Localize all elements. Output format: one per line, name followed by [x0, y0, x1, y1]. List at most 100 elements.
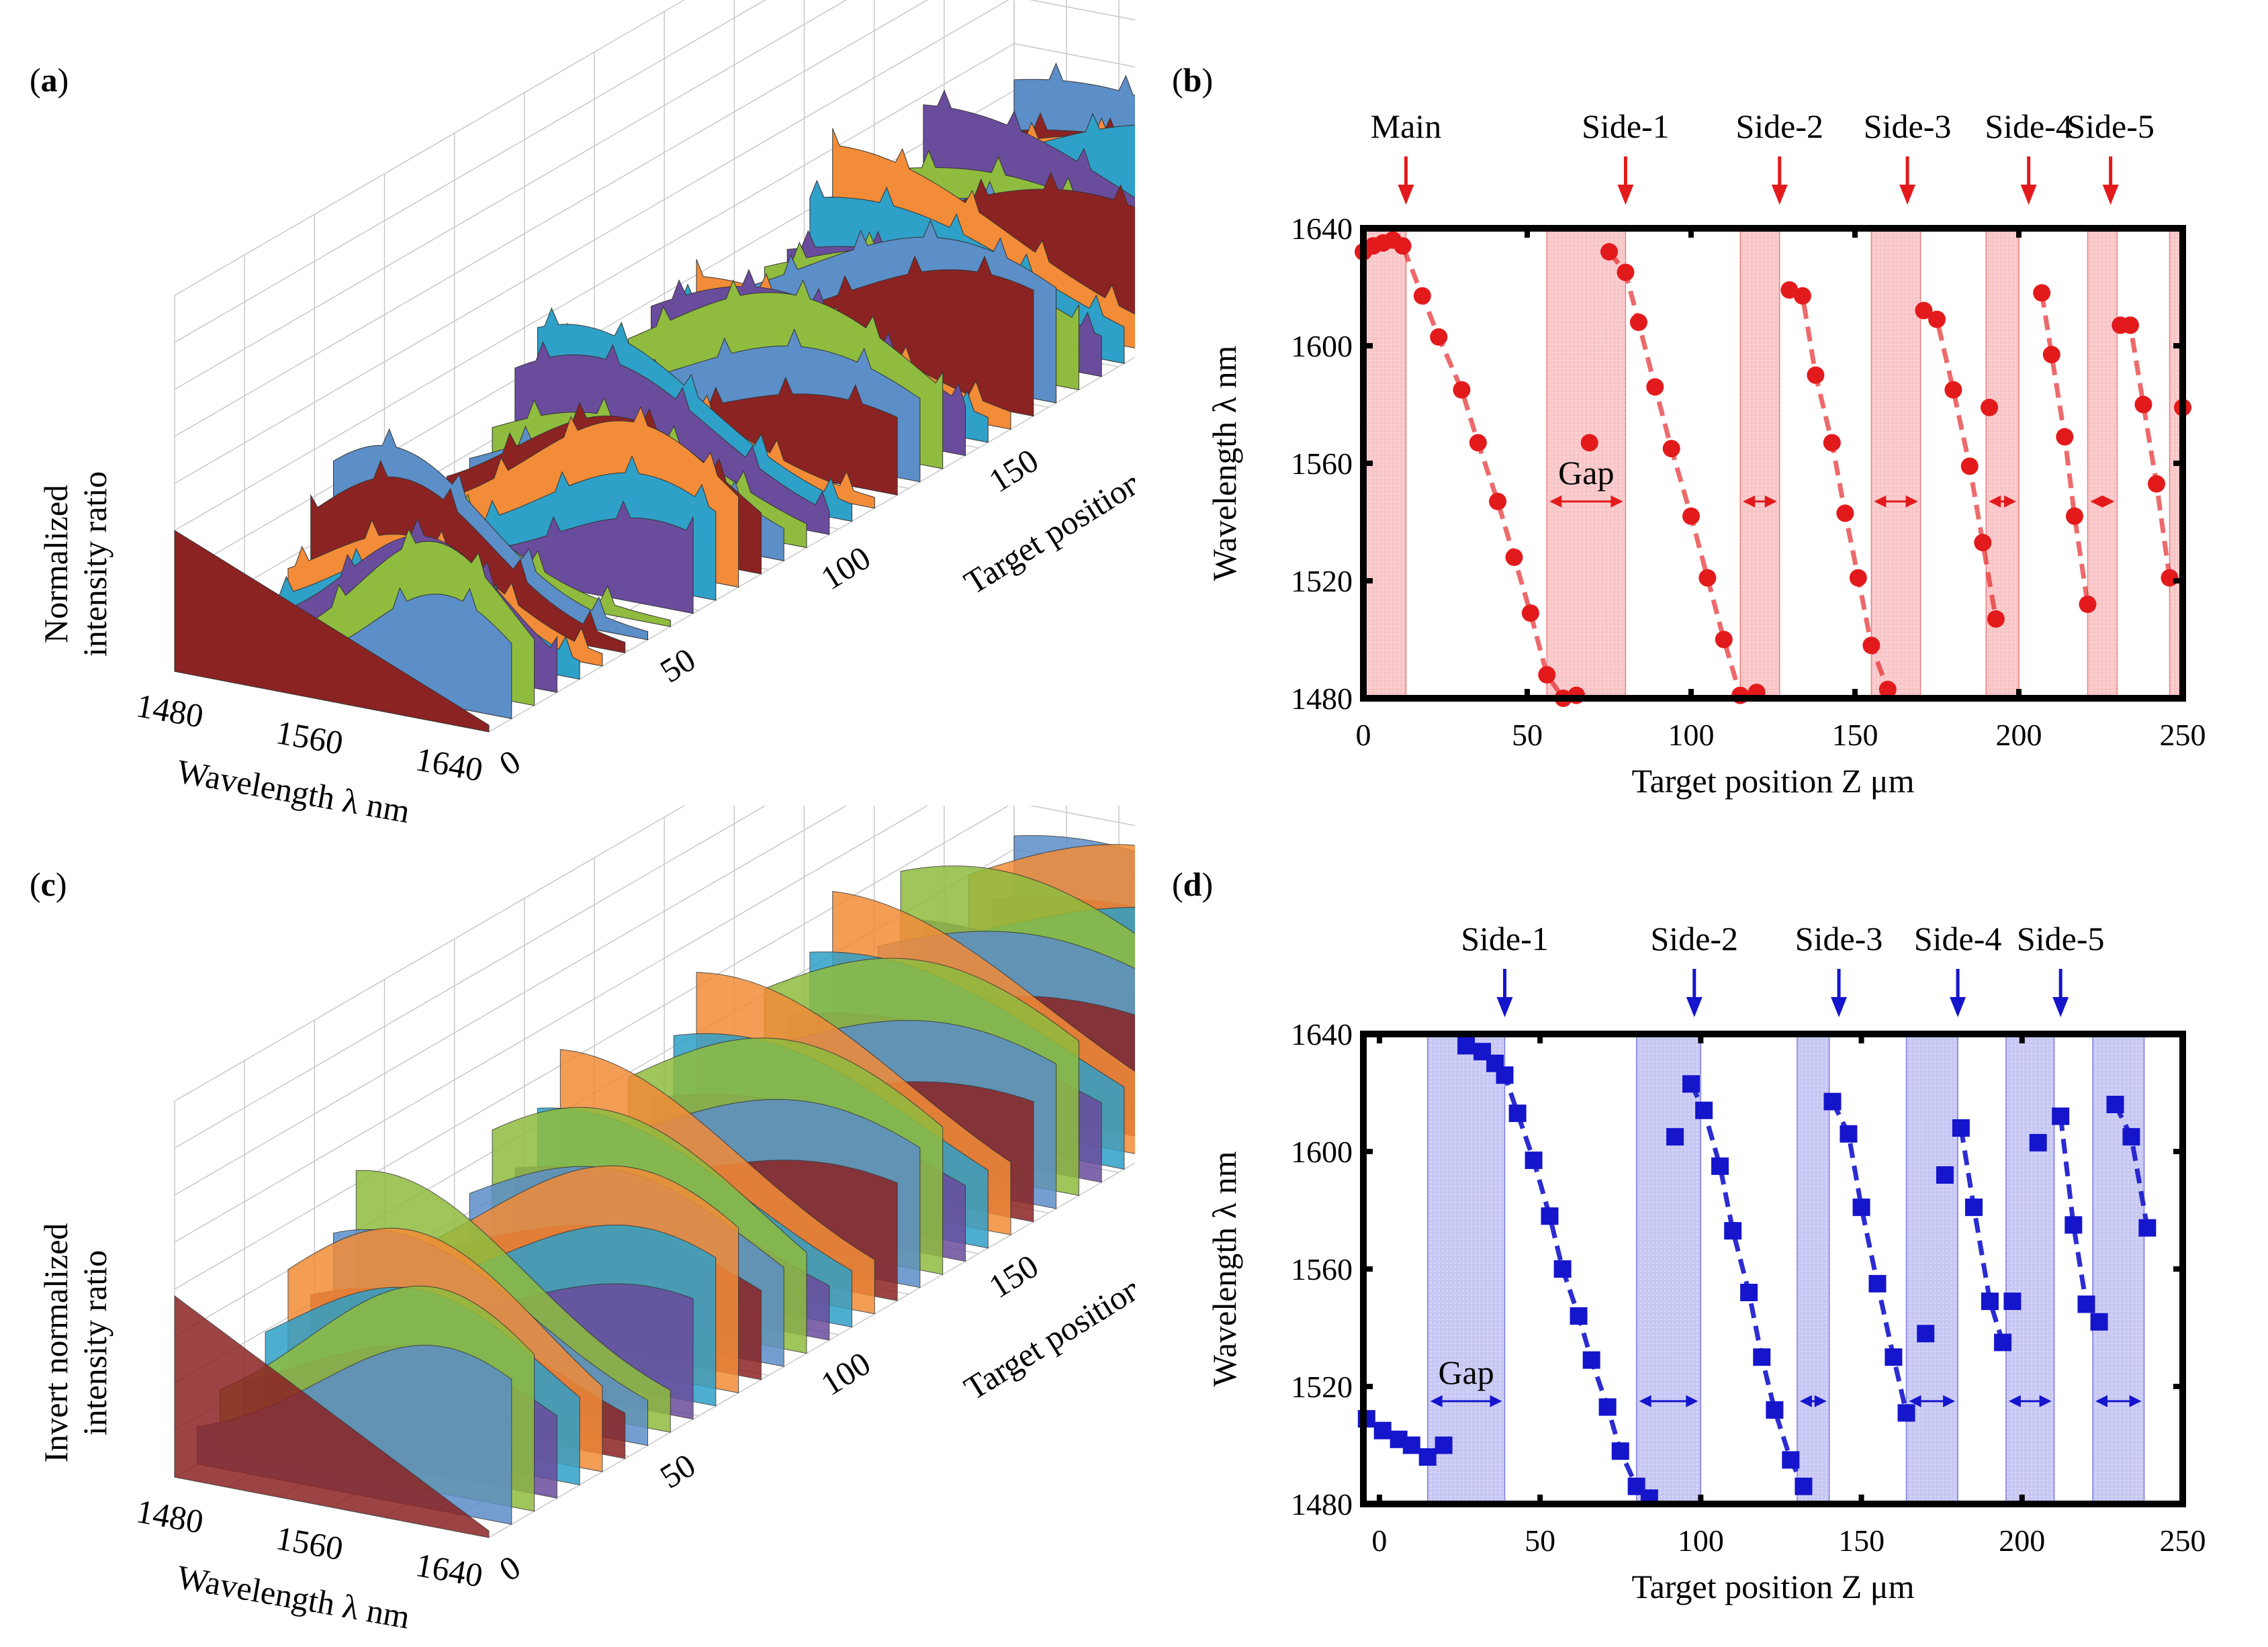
shaded-band: [1427, 1034, 1505, 1504]
shaded-band: [1547, 228, 1626, 698]
data-point: [2106, 1096, 2124, 1113]
wall-grid-line: [1029, 0, 1135, 21]
data-point: [1457, 1037, 1476, 1055]
wall-grid-line: [174, 806, 848, 1196]
data-point: [2052, 1107, 2070, 1125]
arrow-head: [1950, 997, 1966, 1017]
floor-grid-line: [488, 357, 1135, 733]
panel-label-a: (a): [30, 61, 69, 99]
wall-grid-line: [174, 806, 929, 1243]
data-point: [1981, 1292, 1999, 1311]
gap-arrow-head-left: [1549, 495, 1562, 508]
arrow-head: [1899, 185, 1916, 205]
arrow-label-side-1: Side-1: [1582, 107, 1670, 145]
data-point: [1580, 434, 1598, 452]
x-tick-label: 100: [1668, 718, 1715, 752]
z-tick-label: 0: [493, 742, 527, 783]
data-point: [1897, 1404, 1915, 1422]
arrow-head: [2052, 997, 2069, 1017]
arrow-label-side-3: Side-3: [1795, 920, 1883, 957]
data-point: [1862, 637, 1880, 655]
wall-grid-line: [174, 0, 1009, 484]
scatter-chart-d: Gap 0 50 100 150 200 250 1480 1520 1560 1600 1640 Ta…: [1206, 920, 2206, 1605]
data-point: [2056, 428, 2074, 446]
wall-grid-line: [174, 0, 848, 390]
arrow-label-side-1: Side-1: [1461, 920, 1549, 957]
data-point: [1715, 630, 1733, 649]
fit-line-side-5: [2120, 322, 2172, 579]
shaded-band: [2005, 1034, 2054, 1504]
data-point: [2065, 1216, 2083, 1234]
shaded-band: [1871, 228, 1921, 698]
z-tick-label: 100: [814, 1344, 876, 1403]
data-point: [2122, 1128, 2140, 1146]
data-point: [1840, 1125, 1858, 1143]
data-point: [1600, 243, 1618, 261]
gap-arrow-head-right: [2102, 495, 2115, 508]
data-point: [1489, 492, 1507, 510]
y-tick-label: 1560: [1291, 446, 1353, 481]
data-point: [1852, 1198, 1870, 1217]
x-tick-label: 0: [1371, 1523, 1387, 1558]
gap-arrow-head-left: [2095, 1395, 2108, 1407]
y-tick-label: 1480: [1291, 1487, 1353, 1521]
vertical-axis-label: Normalized: [37, 485, 75, 643]
z-axis-label: Target position Z μm: [958, 420, 1135, 602]
z-tick-label: 50: [653, 1446, 702, 1496]
floor-grid-line: [488, 1162, 1135, 1538]
data-point: [2138, 1219, 2157, 1237]
data-point: [1780, 281, 1799, 299]
data-point: [1373, 1421, 1392, 1440]
gap-arrow-head-left: [1989, 495, 2001, 508]
data-point: [1430, 328, 1448, 346]
fit-line-side-2: [1788, 287, 1891, 691]
arrow-label-side-2: Side-2: [1735, 107, 1823, 145]
y-tick-label: 1640: [1291, 1017, 1353, 1051]
x-tick-label: 50: [1525, 1523, 1555, 1558]
z-tick-label: 0: [493, 1548, 527, 1589]
y-tick-label: 1640: [1291, 211, 1353, 246]
z-tick-label: 100: [814, 538, 876, 597]
data-point: [1944, 381, 1962, 399]
vertical-axis-label: intensity ratio: [76, 471, 114, 657]
fit-line-side-3: [1830, 1100, 1909, 1414]
gap-arrow-head-right: [1611, 495, 1623, 508]
x-tick-label: 1480: [134, 1492, 206, 1541]
data-point: [2090, 1313, 2108, 1331]
gap-arrow-head-right: [1686, 1395, 1698, 1407]
data-point: [2077, 1295, 2095, 1313]
fit-line-side-4: [2039, 292, 2090, 605]
data-point: [2033, 284, 2051, 302]
x-tick-label: 250: [2160, 718, 2206, 752]
x-tick-label: 1640: [413, 1546, 486, 1595]
data-point: [1987, 610, 2005, 628]
data-point: [1928, 310, 1946, 328]
gap-arrow-head-left: [1909, 1395, 1921, 1407]
data-point: [1952, 1119, 1970, 1137]
data-point: [1711, 1157, 1729, 1175]
data-point: [1525, 1151, 1543, 1170]
arrow-head: [1831, 997, 1848, 1017]
shaded-band: [1740, 228, 1780, 698]
x-tick-label: 1480: [134, 686, 206, 735]
data-point: [1453, 381, 1471, 399]
data-point: [1617, 263, 1635, 281]
shaded-band: [2087, 228, 2118, 698]
data-point: [1868, 1274, 1887, 1292]
data-point: [1682, 507, 1700, 525]
gap-arrow-head-left: [1430, 1395, 1443, 1407]
data-point: [1849, 569, 1867, 587]
data-point: [1695, 1101, 1713, 1119]
wall-grid-line: [174, 43, 1015, 531]
gap-arrow-head-right: [1814, 1395, 1827, 1407]
data-point: [1994, 1333, 2012, 1352]
data-point: [1582, 1351, 1600, 1369]
fit-line-side-5: [2058, 1116, 2101, 1323]
data-point: [1724, 1222, 1742, 1240]
arrow-label-side-2: Side-2: [1651, 920, 1739, 957]
data-point: [1793, 287, 1811, 305]
arrow-label-side-3: Side-3: [1864, 107, 1952, 145]
data-point: [2065, 507, 2083, 525]
data-point: [1740, 1284, 1758, 1301]
x-tick-label: 0: [1356, 718, 1371, 752]
